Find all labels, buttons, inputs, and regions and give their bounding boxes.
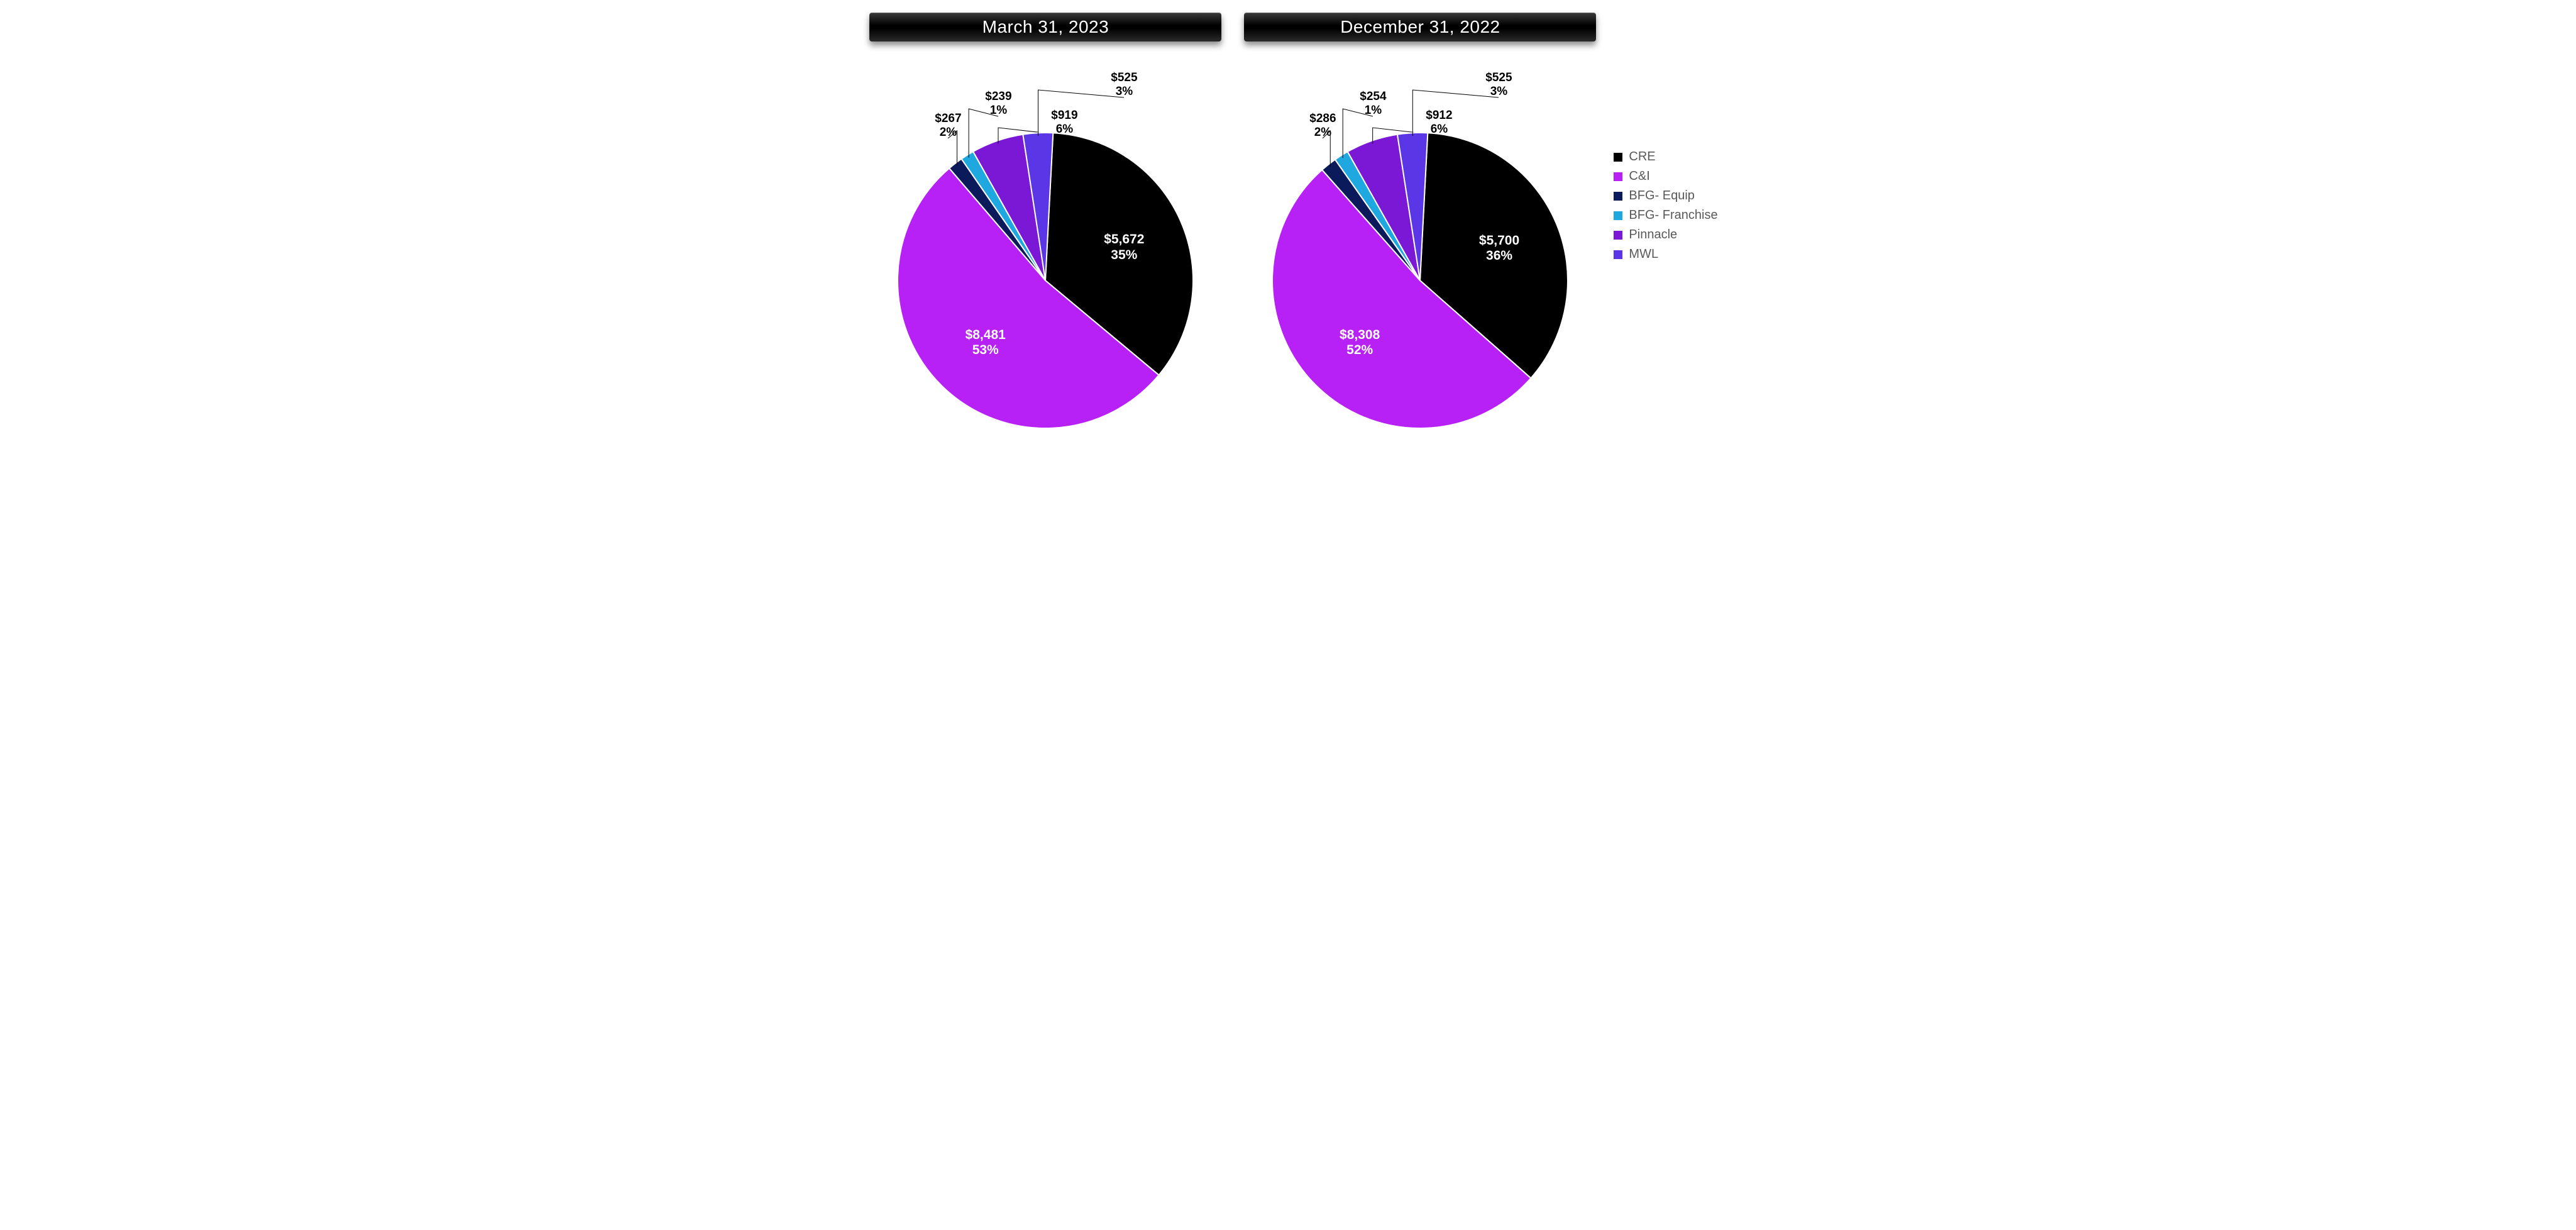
slice-label: $2391% [973, 90, 1023, 118]
slice-pct: 53% [972, 343, 999, 357]
page: March 31, 2023 $5,67235%$8,48153%$2672%$… [0, 0, 2576, 457]
slice-label: $8,30852% [1331, 328, 1388, 358]
slice-label: $5253% [1473, 71, 1524, 99]
slice-pct: 2% [940, 126, 957, 139]
legend-item: C&I [1614, 169, 1717, 184]
slice-amount: $912 [1426, 109, 1452, 122]
slice-amount: $8,308 [1340, 328, 1380, 342]
slice-amount: $8,481 [966, 328, 1006, 342]
legend-item: BFG- Equip [1614, 189, 1717, 203]
slice-pct: 2% [1314, 126, 1331, 139]
legend-item: CRE [1614, 150, 1717, 164]
slice-amount: $525 [1111, 71, 1137, 84]
panel-march-2023: March 31, 2023 $5,67235%$8,48153%$2672%$… [869, 13, 1221, 444]
slice-pct: 3% [1116, 85, 1133, 98]
slice-pct: 1% [990, 104, 1007, 117]
slice-label: $2541% [1348, 90, 1398, 118]
legend-label: CRE [1629, 150, 1655, 164]
slice-amount: $286 [1309, 112, 1336, 125]
pie-chart-svg [869, 42, 1221, 444]
slice-amount: $267 [935, 112, 961, 125]
legend-item: Pinnacle [1614, 228, 1717, 242]
legend-label: Pinnacle [1629, 228, 1677, 242]
slice-label: $5,67235% [1096, 232, 1152, 262]
slice-label: $8,48153% [957, 328, 1014, 358]
pie-chart-wrap: $5,67235%$8,48153%$2672%$2391%$9196%$525… [869, 42, 1221, 444]
slice-amount: $239 [985, 90, 1011, 103]
legend-swatch [1614, 211, 1622, 220]
panel-title: March 31, 2023 [869, 13, 1221, 42]
pie-chart-wrap: $5,70036%$8,30852%$2862%$2541%$9126%$525… [1244, 42, 1596, 444]
slice-label: $2672% [923, 112, 973, 140]
slice-amount: $5,700 [1479, 233, 1519, 248]
legend: CRE C&I BFG- Equip BFG- Franchise Pinnacle MW… [1614, 145, 1717, 267]
slice-pct: 3% [1490, 85, 1507, 98]
slice-pct: 36% [1486, 248, 1512, 263]
slice-amount: $919 [1051, 109, 1077, 122]
legend-swatch [1614, 250, 1622, 259]
pie-chart-svg [1244, 42, 1596, 444]
slice-amount: $525 [1485, 71, 1512, 84]
slice-label: $5,70036% [1471, 233, 1527, 263]
legend-item: MWL [1614, 247, 1717, 262]
legend-item: BFG- Franchise [1614, 208, 1717, 223]
slice-label: $5253% [1099, 71, 1149, 99]
slice-pct: 35% [1111, 248, 1137, 262]
slice-pct: 1% [1365, 104, 1382, 117]
legend-label: BFG- Equip [1629, 189, 1694, 203]
slice-label: $2862% [1297, 112, 1348, 140]
slice-pct: 52% [1346, 343, 1373, 357]
legend-swatch [1614, 153, 1622, 162]
legend-swatch [1614, 192, 1622, 201]
panel-december-2022: December 31, 2022 $5,70036% $8,30852% $286… [1244, 13, 1596, 444]
legend-label: MWL [1629, 247, 1658, 262]
legend-swatch [1614, 231, 1622, 240]
legend-swatch [1614, 172, 1622, 181]
slice-pct: 6% [1056, 123, 1073, 136]
panel-title: December 31, 2022 [1244, 13, 1596, 42]
slice-label: $9126% [1414, 109, 1464, 136]
legend-label: BFG- Franchise [1629, 208, 1717, 223]
slice-pct: 6% [1431, 123, 1448, 136]
slice-label: $9196% [1039, 109, 1089, 136]
legend-label: C&I [1629, 169, 1649, 184]
slice-amount: $254 [1360, 90, 1386, 103]
slice-amount: $5,672 [1104, 232, 1144, 247]
